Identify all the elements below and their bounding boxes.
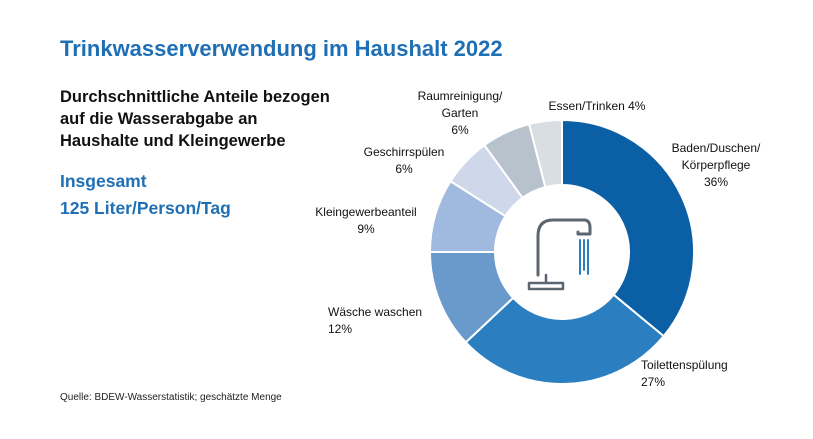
subtitle-line: auf die Wasserabgabe an	[60, 110, 258, 128]
slice-label: Geschirrspülen 6%	[364, 145, 445, 176]
slice-label: Toilettenspülung 27%	[641, 358, 728, 389]
donut-slices	[428, 118, 695, 385]
total-value: 125 Liter/Person/Tag	[60, 198, 231, 218]
subtitle-line: Durchschnittliche Anteile bezogen	[60, 88, 330, 106]
chart-title: Trinkwasserverwendung im Haushalt 2022	[60, 36, 503, 61]
subtitle-line: Haushalte und Kleingewerbe	[60, 132, 286, 150]
slice-label: Baden/Duschen/Körperpflege 36%	[672, 141, 761, 189]
chart-subtitle: Durchschnittliche Anteile bezogen auf di…	[60, 86, 360, 152]
source-note: Quelle: BDEW-Wasserstatistik; geschätzte…	[60, 392, 282, 403]
total-label: Insgesamt	[60, 171, 147, 191]
slice-label: Wäsche waschen 12%	[328, 305, 422, 336]
slice-label: Raumreinigung/Garten 6%	[418, 89, 503, 137]
total-consumption: Insgesamt 125 Liter/Person/Tag	[60, 168, 231, 222]
donut-hole	[497, 187, 627, 317]
slice-labels: Baden/Duschen/Körperpflege 36% Toilettensp…	[315, 89, 761, 389]
donut-slice	[527, 118, 563, 189]
slice-label: Kleingewerbeanteil 9%	[315, 205, 416, 236]
donut-slice	[464, 293, 666, 385]
water-faucet-icon	[527, 218, 592, 291]
slice-label: Essen/Trinken 4%	[549, 99, 646, 113]
donut-slice	[561, 118, 695, 338]
